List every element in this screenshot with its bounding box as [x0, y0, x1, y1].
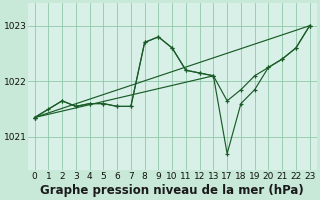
- X-axis label: Graphe pression niveau de la mer (hPa): Graphe pression niveau de la mer (hPa): [40, 184, 304, 197]
